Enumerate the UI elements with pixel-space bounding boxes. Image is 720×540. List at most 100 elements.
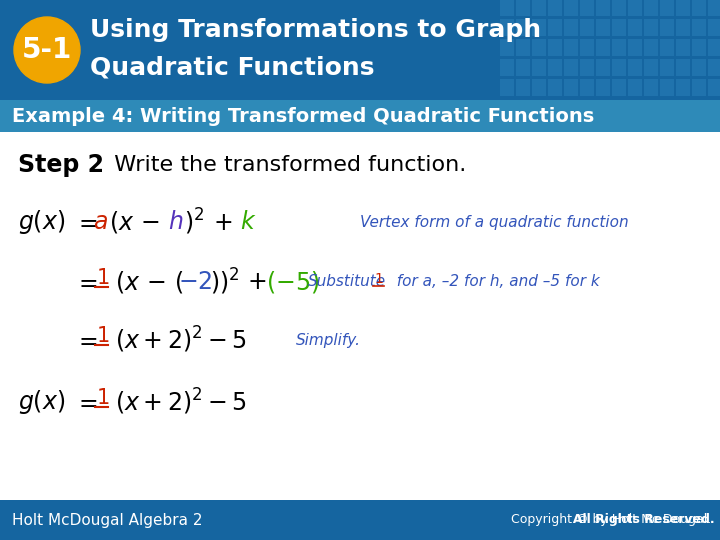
Bar	[644, 0, 658, 16]
Bar	[516, 79, 530, 96]
Text: Copyright © by Holt Mc Dougal.: Copyright © by Holt Mc Dougal.	[510, 514, 715, 526]
Text: Quadratic Functions: Quadratic Functions	[90, 56, 374, 80]
Bar	[660, 0, 674, 16]
Bar	[660, 79, 674, 96]
Bar	[500, 59, 514, 76]
Bar	[548, 19, 562, 36]
Bar	[644, 79, 658, 96]
Bar	[660, 59, 674, 76]
Text: Step 2: Step 2	[18, 153, 104, 177]
Bar	[596, 19, 610, 36]
Bar	[548, 59, 562, 76]
Text: $(x \,-\,$: $(x \,-\,$	[109, 209, 160, 235]
Text: $(x + 2)^2 - 5$: $(x + 2)^2 - 5$	[115, 325, 247, 355]
Bar	[564, 19, 578, 36]
Bar	[644, 19, 658, 36]
Bar	[500, 39, 514, 56]
Bar	[628, 79, 642, 96]
Text: $1$: $1$	[374, 272, 384, 286]
Bar	[532, 79, 546, 96]
Text: $-2$: $-2$	[178, 270, 212, 294]
Bar	[564, 39, 578, 56]
Bar	[532, 59, 546, 76]
Text: Write the transformed function.: Write the transformed function.	[100, 155, 467, 175]
Bar	[692, 79, 706, 96]
Bar	[596, 0, 610, 16]
Bar	[660, 19, 674, 36]
Text: 5-1: 5-1	[22, 36, 72, 64]
Text: $=$: $=$	[74, 270, 98, 294]
Text: $=$: $=$	[74, 390, 98, 414]
Bar	[596, 79, 610, 96]
Bar	[516, 0, 530, 16]
Bar	[564, 59, 578, 76]
Bar	[676, 79, 690, 96]
Bar	[612, 19, 626, 36]
Text: $g(x)$: $g(x)$	[18, 388, 66, 416]
Bar	[628, 39, 642, 56]
Bar	[0, 0, 720, 100]
Bar	[692, 59, 706, 76]
Bar	[692, 39, 706, 56]
Text: $a$: $a$	[93, 210, 108, 234]
Bar	[676, 39, 690, 56]
Text: Example 4: Writing Transformed Quadratic Functions: Example 4: Writing Transformed Quadratic…	[12, 106, 594, 125]
Text: All Rights Reserved.: All Rights Reserved.	[411, 514, 715, 526]
Text: for a, –2 for h, and –5 for k: for a, –2 for h, and –5 for k	[387, 274, 600, 289]
Bar	[612, 39, 626, 56]
Bar	[564, 79, 578, 96]
Bar	[628, 19, 642, 36]
Text: $(x\,-\,($: $(x\,-\,($	[115, 269, 184, 295]
Bar	[612, 0, 626, 16]
Bar	[532, 39, 546, 56]
Bar	[708, 0, 720, 16]
Bar	[500, 79, 514, 96]
Text: $1$: $1$	[96, 388, 109, 408]
Text: $k$: $k$	[240, 210, 256, 234]
Bar	[612, 59, 626, 76]
Bar	[692, 19, 706, 36]
Text: $+$: $+$	[247, 270, 266, 294]
Bar	[708, 19, 720, 36]
Text: $(-5)$: $(-5)$	[266, 269, 319, 295]
Bar	[532, 19, 546, 36]
Bar	[692, 0, 706, 16]
Bar	[708, 79, 720, 96]
Bar	[516, 19, 530, 36]
Text: Substitute: Substitute	[308, 274, 386, 289]
Bar	[548, 0, 562, 16]
Bar	[548, 79, 562, 96]
Text: Using Transformations to Graph: Using Transformations to Graph	[90, 18, 541, 42]
Bar	[596, 39, 610, 56]
Text: $=$: $=$	[74, 328, 98, 352]
Bar	[0, 500, 720, 540]
Text: $))^2$: $))^2$	[210, 267, 240, 297]
Circle shape	[14, 17, 80, 83]
Bar	[500, 0, 514, 16]
Text: Vertex form of a quadratic function: Vertex form of a quadratic function	[360, 214, 629, 230]
Bar	[548, 39, 562, 56]
Bar	[516, 39, 530, 56]
Bar	[660, 39, 674, 56]
Text: $g(x)$: $g(x)$	[18, 208, 66, 236]
Text: $=$: $=$	[74, 210, 98, 234]
Bar	[564, 0, 578, 16]
Text: Simplify.: Simplify.	[296, 333, 361, 348]
Bar	[612, 79, 626, 96]
Bar	[708, 39, 720, 56]
Bar	[580, 39, 594, 56]
Bar	[532, 0, 546, 16]
Text: $(x + 2)^2 - 5$: $(x + 2)^2 - 5$	[115, 387, 247, 417]
Text: $h$: $h$	[168, 210, 184, 234]
Bar	[628, 0, 642, 16]
Bar	[676, 19, 690, 36]
Text: $)^2 \,+\,$: $)^2 \,+\,$	[184, 207, 233, 237]
Bar	[644, 59, 658, 76]
Text: Holt McDougal Algebra 2: Holt McDougal Algebra 2	[12, 512, 202, 528]
Bar	[580, 59, 594, 76]
Bar	[676, 59, 690, 76]
Bar	[580, 79, 594, 96]
Bar	[596, 59, 610, 76]
Bar	[580, 0, 594, 16]
Bar	[516, 59, 530, 76]
